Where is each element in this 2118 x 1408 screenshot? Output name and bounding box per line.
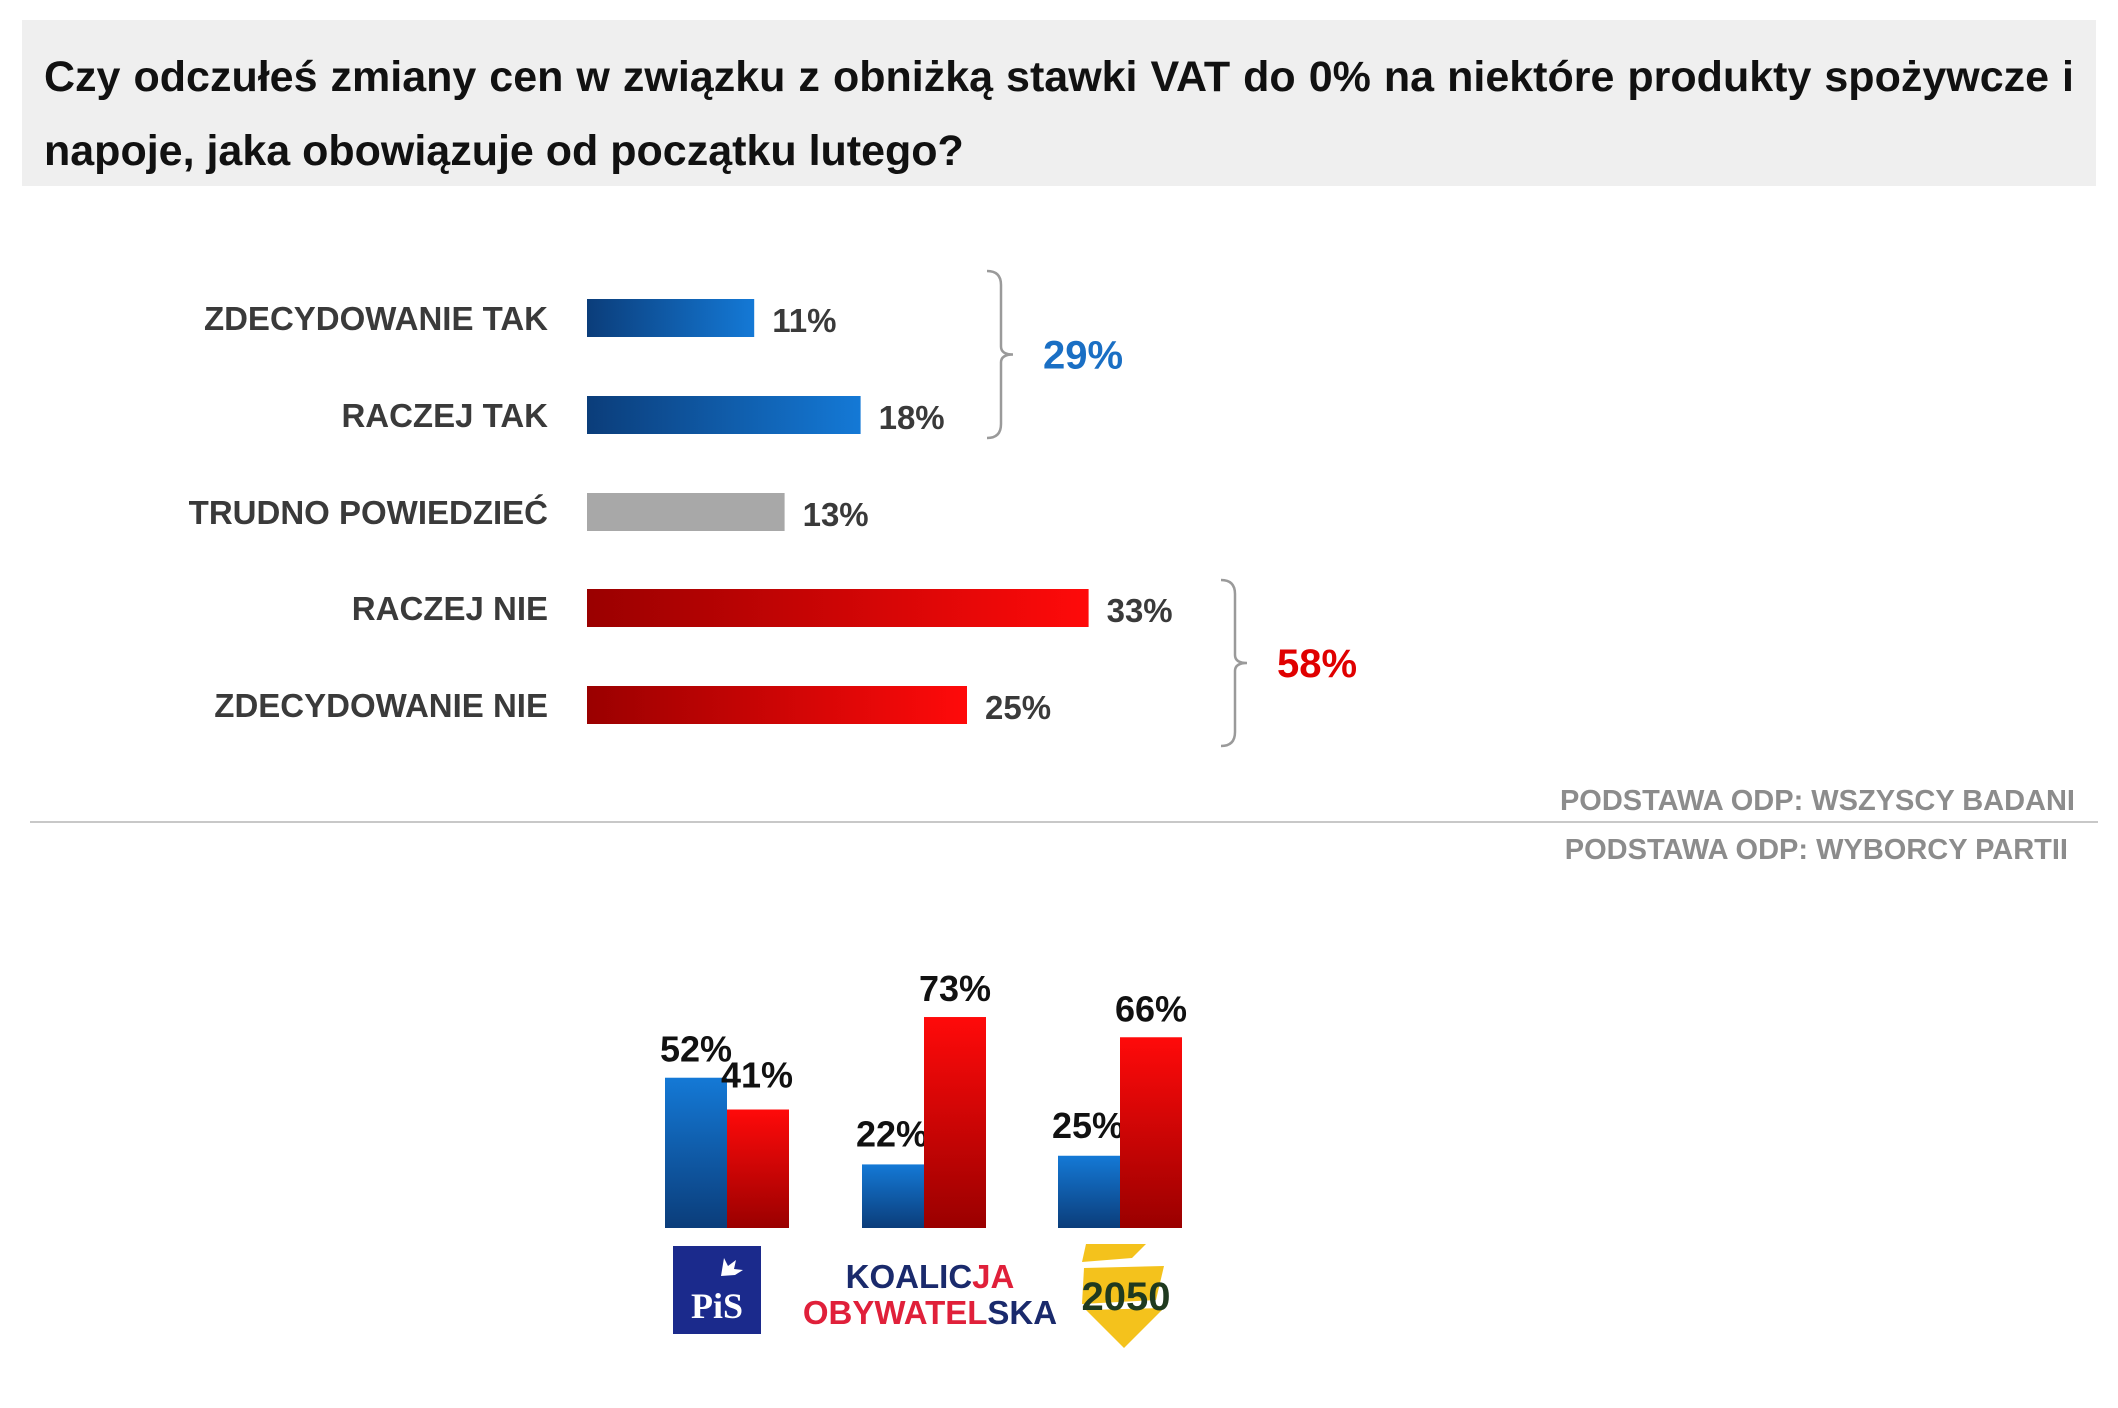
no-group-total: 58% bbox=[1277, 642, 1357, 686]
party-value-koalicja-obywatelska-yes: 22% bbox=[856, 1113, 928, 1154]
no-group-bracket bbox=[1220, 578, 1248, 748]
yes-group-total: 29% bbox=[1043, 334, 1123, 378]
svg-text:2050: 2050 bbox=[1082, 1275, 1171, 1319]
party-bar-2050-no bbox=[1120, 1037, 1182, 1228]
svg-text:OBYWATELSKA: OBYWATELSKA bbox=[803, 1294, 1057, 1331]
party-bar-2050-yes bbox=[1058, 1155, 1120, 1228]
category-label-zdecydowanie-tak: ZDECYDOWANIE TAK bbox=[204, 300, 548, 337]
polska-2050-logo: 2050 bbox=[1082, 1244, 1171, 1348]
party-bar-pis-yes bbox=[665, 1077, 727, 1228]
bar-trudno-powiedzie- bbox=[587, 493, 785, 531]
party-value-koalicja-obywatelska-no: 73% bbox=[919, 968, 991, 1009]
yes-group-bracket bbox=[986, 269, 1014, 440]
value-label-zdecydowanie-tak: 11% bbox=[772, 302, 836, 339]
question-title: Czy odczułeś zmiany cen w związku z obni… bbox=[44, 53, 2074, 175]
ko-logo: KOALICJA OBYWATELSKA bbox=[803, 1258, 1057, 1331]
value-label-raczej-tak: 18% bbox=[879, 399, 945, 436]
value-label-trudno-powiedzie-: 13% bbox=[803, 496, 869, 533]
bar-zdecydowanie-tak bbox=[587, 299, 755, 337]
svg-text:KOALICJA: KOALICJA bbox=[846, 1258, 1015, 1295]
party-value-pis-no: 41% bbox=[721, 1055, 793, 1096]
category-label-trudno-powiedzie-: TRUDNO POWIEDZIEĆ bbox=[189, 494, 548, 531]
party-bar-chart: 52%41% 22% 73% 25% 66% bbox=[660, 968, 1187, 1228]
category-label-zdecydowanie-nie: ZDECYDOWANIE NIE bbox=[214, 687, 548, 724]
basis-note-voters: PODSTAWA ODP: WYBORCY PARTII bbox=[1565, 834, 2068, 866]
basis-note-all: PODSTAWA ODP: WSZYSCY BADANI bbox=[1560, 785, 2075, 817]
party-bar-koalicja-obywatelska-yes bbox=[862, 1164, 924, 1228]
party-value-pis-yes: 52% bbox=[660, 1029, 732, 1070]
party-value-2050-yes: 25% bbox=[1052, 1105, 1124, 1146]
category-label-raczej-tak: RACZEJ TAK bbox=[341, 397, 548, 434]
party-bar-koalicja-obywatelska-no bbox=[924, 1017, 986, 1228]
party-value-2050-no: 66% bbox=[1115, 988, 1187, 1029]
bar-raczej-nie bbox=[587, 589, 1089, 627]
category-label-raczej-nie: RACZEJ NIE bbox=[352, 590, 548, 627]
value-label-zdecydowanie-nie: 25% bbox=[985, 689, 1051, 726]
party-bar-pis-no bbox=[727, 1109, 789, 1228]
horizontal-bar-chart: ZDECYDOWANIE TAK 11% RACZEJ TAK 18% TRUDNO P… bbox=[189, 269, 1357, 748]
bar-raczej-tak bbox=[587, 396, 861, 434]
question-box: Czy odczułeś zmiany cen w związku z obni… bbox=[22, 20, 2096, 186]
svg-text:PiS: PiS bbox=[691, 1286, 743, 1326]
bar-zdecydowanie-nie bbox=[587, 686, 967, 724]
pis-logo: PiS bbox=[673, 1246, 761, 1334]
value-label-raczej-nie: 33% bbox=[1107, 592, 1173, 629]
